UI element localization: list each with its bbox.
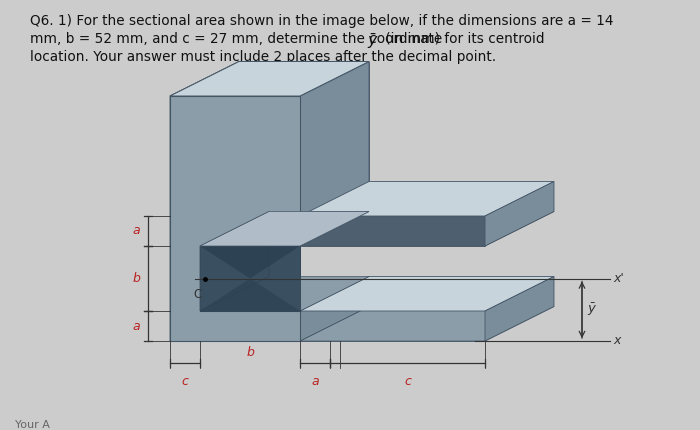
Polygon shape [485, 276, 554, 341]
Polygon shape [170, 61, 239, 341]
Polygon shape [170, 61, 369, 96]
Polygon shape [300, 276, 369, 341]
Polygon shape [200, 279, 300, 311]
Polygon shape [200, 246, 300, 311]
Polygon shape [200, 212, 369, 246]
Text: (in mm) for its centroid: (in mm) for its centroid [381, 32, 545, 46]
Polygon shape [200, 246, 300, 311]
Polygon shape [170, 96, 300, 341]
Text: x': x' [613, 272, 624, 285]
Polygon shape [300, 307, 554, 341]
Polygon shape [200, 246, 300, 279]
Text: $\bar{y}$: $\bar{y}$ [587, 301, 597, 318]
Text: x: x [613, 335, 620, 347]
Text: c: c [181, 375, 188, 388]
Text: b: b [246, 347, 254, 359]
Polygon shape [200, 212, 269, 311]
Polygon shape [300, 212, 554, 246]
Text: location. Your answer must include 2 places after the decimal point.: location. Your answer must include 2 pla… [30, 50, 496, 64]
Text: $\bar{y}$: $\bar{y}$ [367, 32, 379, 51]
Polygon shape [170, 61, 369, 96]
Text: Your A: Your A [15, 420, 50, 430]
Polygon shape [200, 212, 269, 311]
Polygon shape [485, 181, 554, 246]
Text: a: a [312, 375, 318, 388]
Polygon shape [300, 216, 485, 246]
Polygon shape [170, 96, 300, 341]
Polygon shape [300, 311, 485, 341]
Polygon shape [170, 307, 369, 341]
Text: Q6. 1) For the sectional area shown in the image below, if the dimensions are a : Q6. 1) For the sectional area shown in t… [30, 14, 613, 28]
Polygon shape [239, 61, 369, 307]
Text: a: a [132, 319, 140, 332]
Polygon shape [200, 276, 369, 311]
Polygon shape [200, 246, 300, 279]
Text: a: a [132, 224, 140, 237]
Text: b: b [132, 272, 140, 285]
Polygon shape [300, 276, 554, 311]
Text: mm, b = 52 mm, and c = 27 mm, determine the coordinate: mm, b = 52 mm, and c = 27 mm, determine … [30, 32, 442, 46]
Polygon shape [200, 279, 300, 311]
Text: C: C [194, 289, 202, 301]
Text: c: c [404, 375, 411, 388]
Polygon shape [300, 181, 554, 216]
Polygon shape [200, 212, 369, 246]
Polygon shape [300, 61, 369, 246]
